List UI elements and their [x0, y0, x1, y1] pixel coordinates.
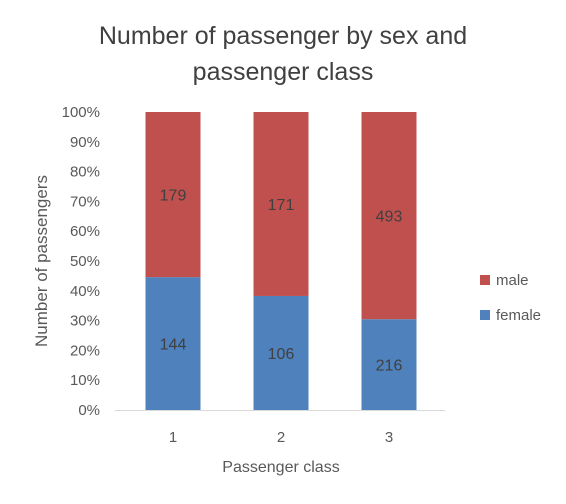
legend-swatch-female	[480, 310, 490, 320]
x-axis-title: Passenger class	[222, 459, 339, 476]
y-tick-label: 100%	[62, 104, 100, 121]
bar-female-class-2	[253, 295, 309, 410]
bar-male-class-1	[145, 112, 201, 278]
bar-female-class-3	[361, 319, 417, 410]
legend-label-female: female	[496, 307, 541, 324]
y-tick-label: 90%	[70, 134, 100, 151]
chart-title-line-2: passenger class	[192, 58, 374, 86]
y-tick-label: 30%	[70, 313, 100, 330]
y-tick-label: 80%	[70, 164, 100, 181]
chart-title-line-1: Number of passenger by sex and	[98, 22, 468, 50]
y-tick-label: 50%	[70, 253, 100, 270]
y-tick-label: 60%	[70, 223, 100, 240]
data-label-female-class-2: 106	[268, 346, 295, 363]
x-tick-label: 1	[169, 429, 177, 446]
x-tick-label: 2	[277, 429, 285, 446]
data-label-female-class-1: 144	[160, 337, 187, 354]
data-label-male-class-3: 493	[376, 209, 403, 226]
y-tick-label: 10%	[70, 372, 100, 389]
y-tick-label: 0%	[78, 402, 100, 419]
data-label-male-class-2: 171	[268, 197, 295, 214]
y-tick-label: 70%	[70, 193, 100, 210]
y-axis-title: Number of passengers	[32, 175, 51, 347]
legend-swatch-male	[480, 275, 490, 285]
bar-male-class-2	[253, 112, 309, 296]
bar-male-class-3	[361, 112, 417, 320]
x-tick-label: 3	[385, 429, 393, 446]
data-label-male-class-1: 179	[160, 188, 187, 205]
y-tick-label: 40%	[70, 283, 100, 300]
y-tick-label: 20%	[70, 342, 100, 359]
bar-female-class-1	[145, 277, 201, 410]
legend-label-male: male	[496, 272, 529, 289]
data-label-female-class-3: 216	[376, 358, 403, 375]
